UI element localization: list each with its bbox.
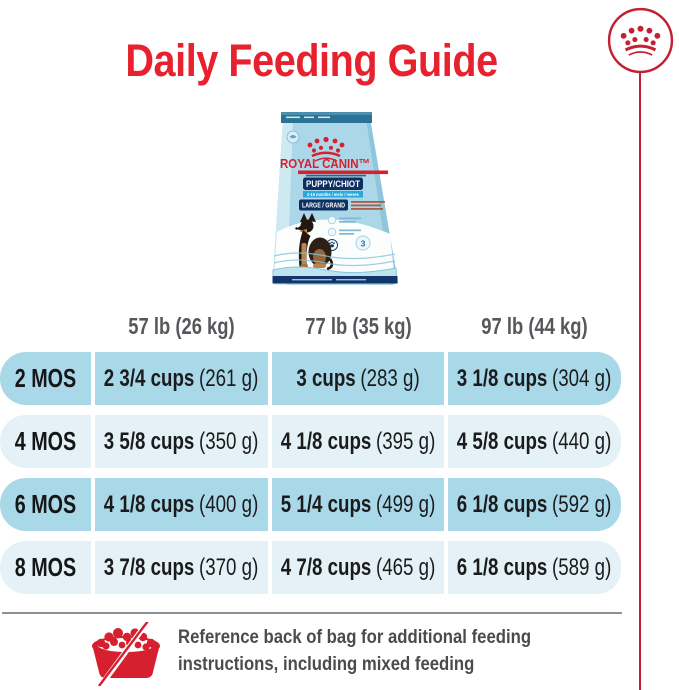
value-cell: 4 5/8 cups (440 g) bbox=[448, 415, 621, 468]
table-row-8mos: 8 MOS 3 7/8 cups (370 g) 4 7/8 cups (465 g… bbox=[0, 541, 621, 594]
food-bowl-icon bbox=[92, 622, 160, 686]
bag-emblem-icon bbox=[286, 130, 300, 144]
table-row-4mos: 4 MOS 3 5/8 cups (350 g) 4 1/8 cups (395 g… bbox=[0, 415, 621, 468]
page-title: Daily Feeding Guide bbox=[125, 35, 499, 86]
age-cell: 8 MOS bbox=[0, 541, 91, 594]
bag-size-text: LARGE / GRAND bbox=[302, 203, 345, 210]
footnote-divider bbox=[2, 612, 622, 614]
value-cell: 3 1/8 cups (304 g) bbox=[448, 352, 621, 405]
value-cell: 6 1/8 cups (592 g) bbox=[448, 478, 621, 531]
value-cell: 5 1/4 cups (499 g) bbox=[272, 478, 444, 531]
bag-badge-number: 3 bbox=[361, 239, 366, 249]
table-row-2mos: 2 MOS 2 3/4 cups (261 g) 3 cups (283 g) 3 … bbox=[0, 352, 621, 405]
age-cell: 6 MOS bbox=[0, 478, 91, 531]
column-header-77lb: 77 lb (35 kg) bbox=[304, 312, 412, 339]
puppy-illustration bbox=[295, 213, 334, 271]
value-cell: 3 5/8 cups (350 g) bbox=[95, 415, 268, 468]
column-header-97lb: 97 lb (44 kg) bbox=[481, 312, 588, 339]
column-header-57lb: 57 lb (26 kg) bbox=[128, 312, 235, 339]
table-row-6mos: 6 MOS 4 1/8 cups (400 g) 5 1/4 cups (499 g… bbox=[0, 478, 621, 531]
age-cell: 4 MOS bbox=[0, 415, 91, 468]
bag-age-range-text: 2-15 months / mois / meses bbox=[307, 192, 360, 197]
royal-canin-crown-icon bbox=[607, 7, 674, 74]
value-cell: 3 7/8 cups (370 g) bbox=[95, 541, 268, 594]
value-cell: 2 3/4 cups (261 g) bbox=[95, 352, 268, 405]
product-bag-image: ROYAL CANIN™ PUPPY/CHIOT 2-15 months / m… bbox=[272, 112, 398, 285]
value-cell: 4 1/8 cups (400 g) bbox=[95, 478, 268, 531]
value-cell: 4 1/8 cups (395 g) bbox=[272, 415, 444, 468]
value-cell: 4 7/8 cups (465 g) bbox=[272, 541, 444, 594]
footnote-text: Reference back of bag for additional fee… bbox=[178, 627, 532, 675]
bag-product-text: PUPPY/CHIOT bbox=[306, 179, 360, 189]
value-cell: 3 cups (283 g) bbox=[272, 352, 444, 405]
bag-brand-text: ROYAL CANIN™ bbox=[280, 156, 370, 171]
value-cell: 6 1/8 cups (589 g) bbox=[448, 541, 621, 594]
age-cell: 2 MOS bbox=[0, 352, 91, 405]
brand-rule-line bbox=[639, 72, 641, 690]
bag-crown-icon bbox=[307, 136, 345, 153]
